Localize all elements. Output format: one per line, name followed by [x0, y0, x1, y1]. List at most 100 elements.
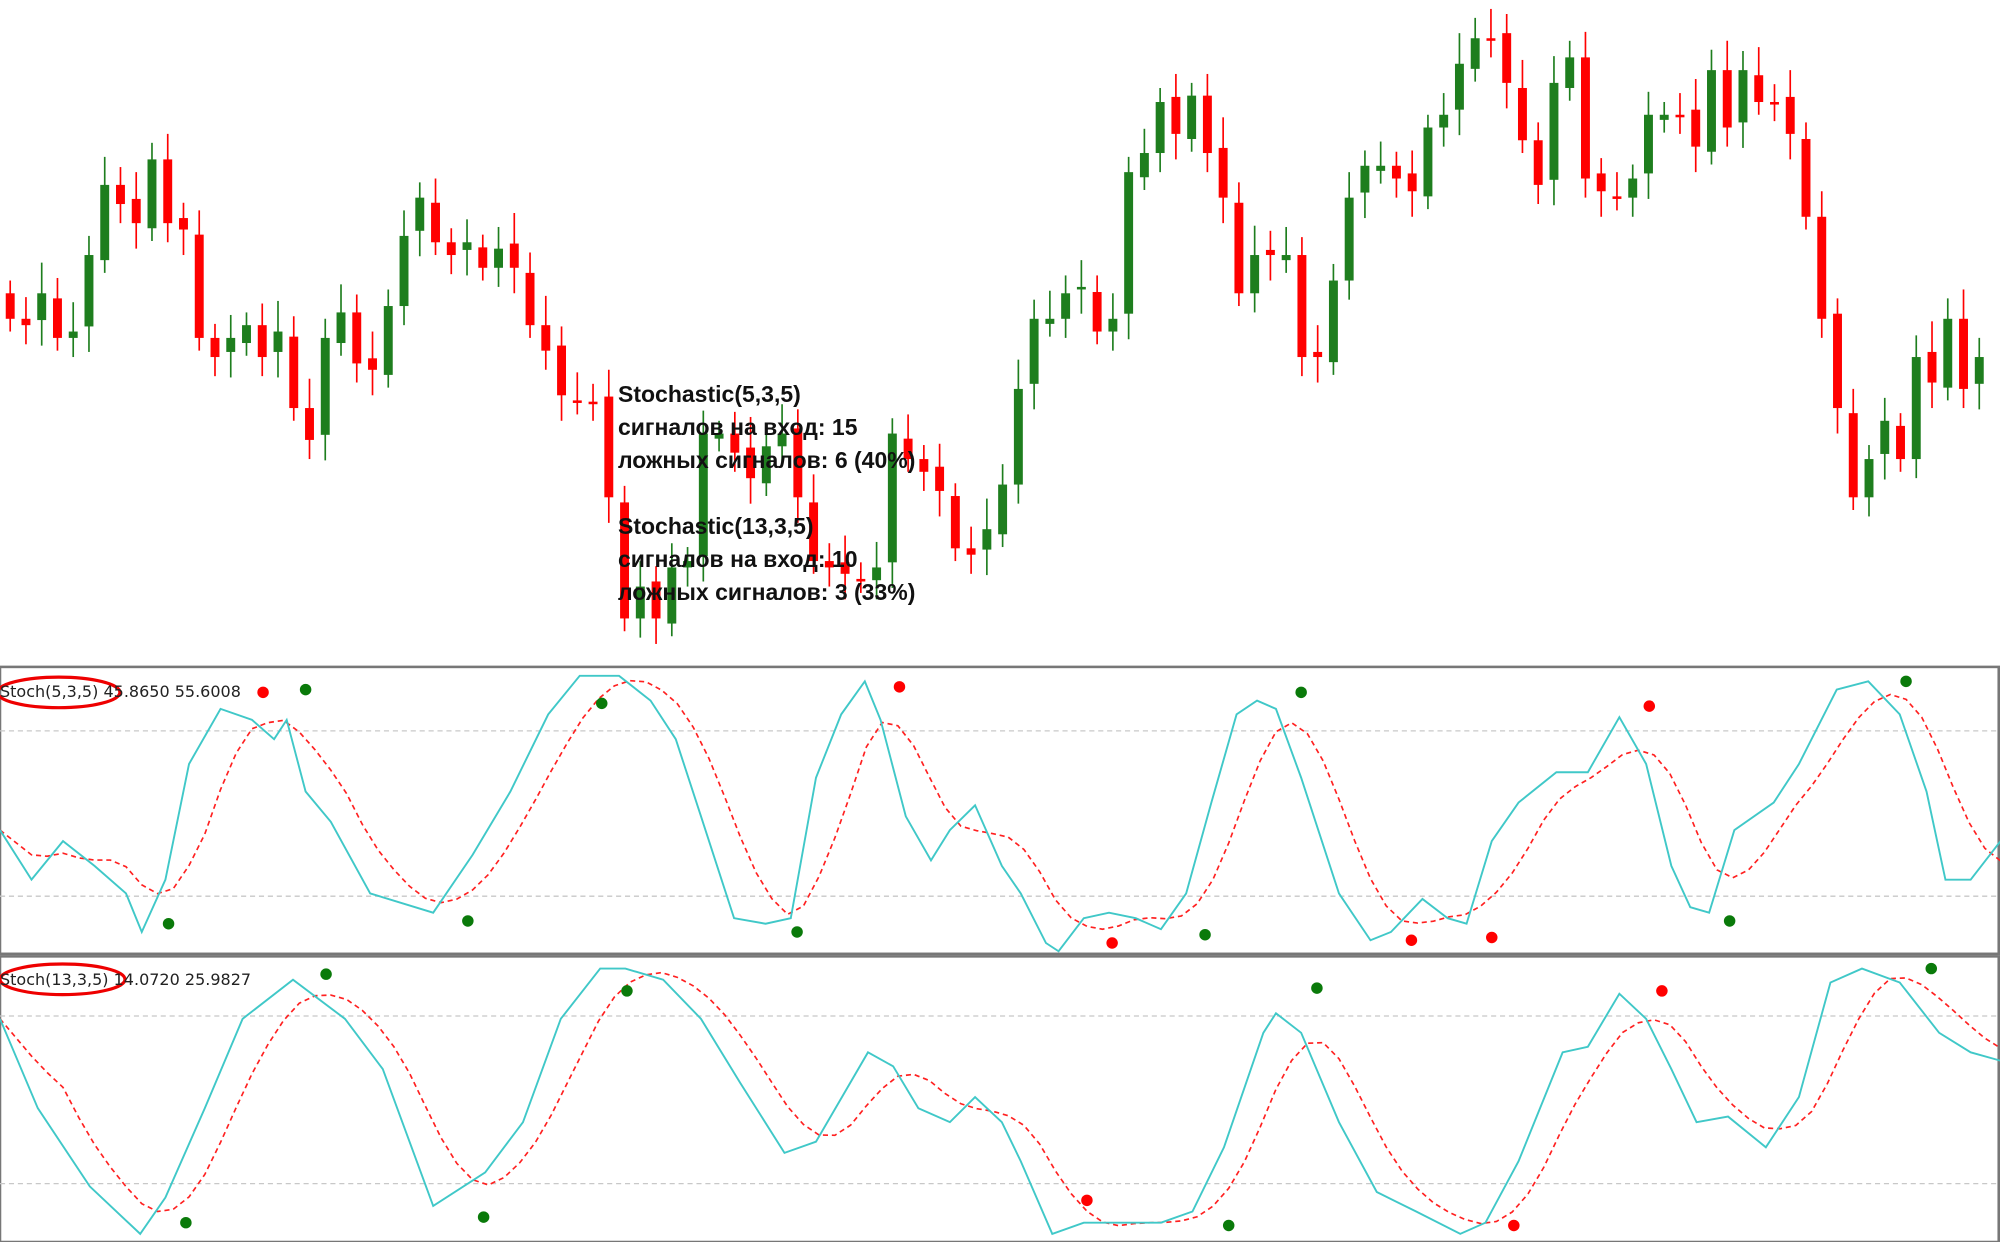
- candle-bullish: [1439, 114, 1449, 128]
- candle-bullish: [1454, 63, 1464, 110]
- candle-bearish: [1265, 249, 1275, 256]
- candle-bullish: [84, 255, 94, 327]
- candle-bullish: [1911, 357, 1921, 460]
- candle-bearish: [572, 400, 582, 403]
- sell-signal-dot: [1508, 1219, 1520, 1232]
- candle-bullish: [1738, 70, 1748, 123]
- panel-stoch-5-border: [0, 665, 2000, 956]
- candle-bearish: [1234, 202, 1244, 294]
- candle-bearish: [5, 293, 15, 319]
- buy-signal-dot: [180, 1216, 192, 1229]
- buy-signal-dot: [1925, 962, 1938, 975]
- stats-2-title: Stochastic(13,3,5): [618, 513, 814, 539]
- candle-bearish: [1533, 140, 1543, 185]
- buy-signal-dot: [320, 968, 332, 980]
- candle-bullish: [1880, 420, 1890, 454]
- sell-signal-dot: [1106, 937, 1118, 949]
- buy-signal-dot: [1199, 929, 1211, 941]
- candle-bearish: [903, 438, 913, 460]
- candle-bullish: [761, 446, 771, 484]
- candle-bullish: [1139, 153, 1149, 178]
- candle-bullish: [242, 325, 251, 344]
- candle-bullish: [1864, 459, 1874, 498]
- candle-bullish: [667, 567, 677, 624]
- candle-bullish: [1707, 70, 1716, 152]
- candle-bearish: [1770, 102, 1779, 105]
- candle-bullish: [1155, 102, 1165, 154]
- candle-bullish: [399, 235, 409, 307]
- buy-signal-dot: [1311, 982, 1323, 994]
- candle-bullish: [1565, 57, 1575, 88]
- candle-bearish: [179, 218, 188, 230]
- candle-bullish: [1628, 178, 1638, 198]
- candle-bearish: [257, 325, 267, 358]
- candle-bullish: [37, 293, 47, 321]
- stoch-5-main-value: 45.8650: [103, 682, 170, 701]
- candle-bullish: [1061, 293, 1071, 319]
- candle-bullish: [1644, 114, 1653, 174]
- candle-bullish: [998, 484, 1008, 535]
- buy-signal-dot: [1900, 675, 1912, 688]
- candle-bullish: [1013, 388, 1023, 485]
- candle-bearish: [1486, 38, 1496, 41]
- candle-bullish: [1108, 318, 1118, 332]
- candle-bullish: [1045, 318, 1055, 324]
- candle-bullish: [635, 586, 645, 619]
- candle-bearish: [131, 198, 141, 224]
- candle-bullish: [1376, 165, 1386, 171]
- candle-bearish: [1313, 351, 1323, 358]
- candle-bearish: [1092, 292, 1102, 332]
- buy-signal-dot: [1295, 686, 1307, 699]
- buy-signal-dot: [621, 985, 633, 997]
- signal-statistics: Stochastic(5,3,5) сигналов на вход: 15 л…: [618, 378, 915, 609]
- candle-bearish: [950, 496, 960, 549]
- label-highlight-ellipse: [0, 675, 122, 710]
- candle-bearish: [840, 562, 850, 574]
- sell-signal-dot: [257, 686, 269, 699]
- buy-signal-dot: [162, 917, 175, 930]
- candle-bearish: [1502, 33, 1512, 83]
- candle-bullish: [1470, 38, 1480, 69]
- candle-bullish: [1549, 82, 1559, 180]
- candle-bearish: [1833, 313, 1842, 409]
- candle-bearish: [604, 396, 614, 498]
- candle-bullish: [1423, 127, 1433, 197]
- sell-signal-dot: [1486, 931, 1498, 944]
- candle-bullish: [887, 433, 897, 563]
- candle-bearish: [1407, 173, 1417, 192]
- label-highlight-ellipse: [0, 962, 127, 997]
- candle-bearish: [478, 247, 488, 268]
- main-line: [0, 967, 2000, 1236]
- candle-bullish: [683, 561, 693, 568]
- candle-bearish: [824, 561, 834, 568]
- candle-bearish: [352, 312, 362, 364]
- candle-bullish: [462, 242, 472, 250]
- stoch-5-panel: [0, 674, 2000, 953]
- candle-bullish: [714, 433, 724, 439]
- candle-bearish: [1691, 109, 1701, 147]
- candle-bearish: [746, 447, 756, 479]
- candle-bullish: [68, 331, 78, 338]
- candle-bullish: [1281, 255, 1291, 261]
- candle-bullish: [1659, 114, 1669, 120]
- candle-bearish: [21, 318, 31, 326]
- candle-bearish: [1959, 318, 1968, 389]
- sell-signal-dot: [1656, 985, 1668, 997]
- buy-signal-dot: [477, 1211, 490, 1223]
- candle-bearish: [1171, 96, 1181, 134]
- stoch-5-name: Stoch(5,3,5): [0, 682, 99, 701]
- signal-line: [0, 679, 2000, 931]
- candle-bearish: [1848, 413, 1858, 498]
- candle-bullish: [147, 159, 157, 229]
- main-line: [0, 674, 2000, 953]
- candle-bearish: [809, 502, 819, 562]
- candle-bearish: [1391, 165, 1401, 179]
- candle-bearish: [935, 466, 945, 491]
- price-candles: [5, 8, 1984, 644]
- candle-bearish: [1801, 138, 1811, 217]
- candle-bullish: [1187, 95, 1197, 139]
- stoch-5-label: Stoch(5,3,5) 45.8650 55.6008: [0, 682, 241, 701]
- candle-bullish: [320, 337, 330, 435]
- candle-bearish: [1896, 425, 1905, 460]
